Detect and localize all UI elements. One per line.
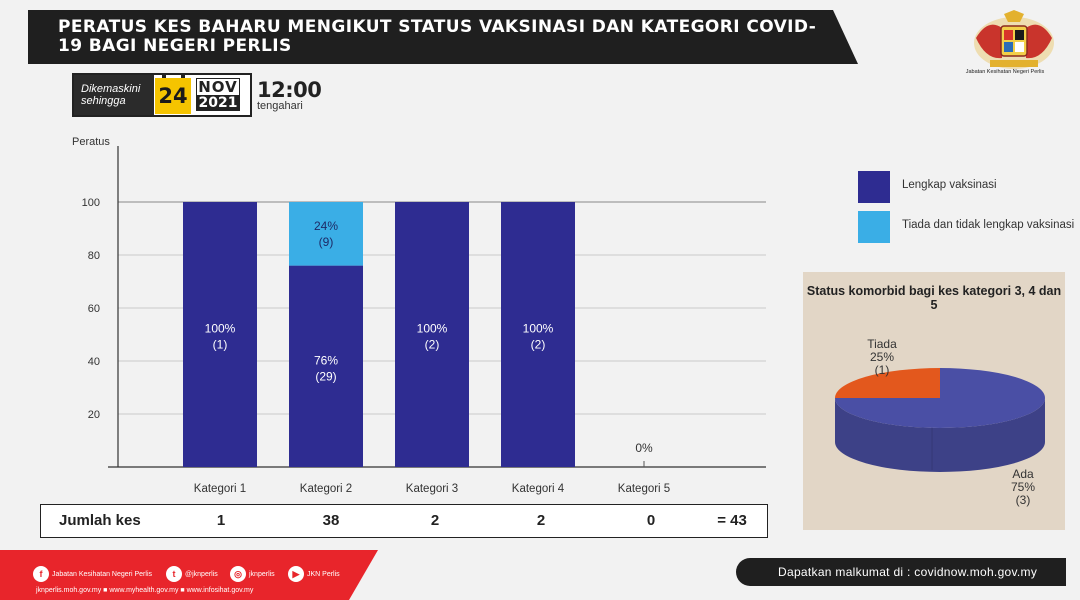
date-year: 2021: [196, 95, 240, 111]
social-facebook[interactable]: f Jabatan Kesihatan Negeri Perlis: [33, 566, 152, 582]
pie-slice-tiada: [835, 368, 940, 398]
bar-value-label: 100%: [417, 322, 448, 336]
bar-count-label: (1): [213, 338, 228, 352]
bar-count-label: (2): [531, 338, 546, 352]
bar-count-label: (2): [425, 338, 440, 352]
instagram-icon: ◎: [230, 566, 246, 582]
legend-swatch: [858, 171, 890, 203]
date-month-year: NOV 2021: [196, 78, 240, 111]
pie-chart: [835, 368, 1045, 472]
pie-label-tiada: Tiada 25% (1): [855, 338, 909, 377]
social-label: jknperlis: [249, 570, 275, 578]
bar-value-label: 100%: [523, 322, 554, 336]
bar-lengkap: [501, 202, 575, 467]
pie-side-ada: [835, 398, 1045, 472]
x-tick-label: Kategori 1: [194, 483, 246, 495]
bar-count-label: (29): [315, 369, 336, 383]
bar-value-label: 76%: [314, 353, 338, 367]
totals-row: Jumlah kes 1 38 2 2 0 = 43: [40, 504, 768, 538]
x-tick-label: Kategori 5: [618, 483, 670, 495]
covidnow-link[interactable]: Dapatkan malkumat di : covidnow.moh.gov.…: [736, 558, 1066, 586]
bar-value-label: 24%: [314, 219, 338, 233]
pie-slice-percent: 75%: [1010, 480, 1036, 494]
pie-label-ada: Ada 75% (3): [996, 468, 1050, 507]
y-tick-label: 80: [88, 250, 100, 262]
update-time: 12:00: [257, 78, 322, 102]
social-instagram[interactable]: ◎ jknperlis: [230, 566, 275, 582]
comorbid-panel: Status komorbid bagi kes kategori 3, 4 d…: [803, 272, 1065, 530]
y-tick-label: 100: [82, 197, 100, 209]
grand-total: = 43: [717, 512, 747, 529]
bar-lengkap: [289, 265, 363, 467]
footer-links[interactable]: jknperlis.moh.gov.my ■ www.myhealth.gov.…: [36, 587, 254, 594]
date-day: 24: [155, 78, 191, 114]
coat-of-arms-logo: [974, 10, 1054, 69]
pie-slice-percent: 25%: [869, 350, 895, 364]
bar-tiada: [289, 202, 363, 266]
calendar-ring-icon: [181, 73, 185, 81]
bar-lengkap: [395, 202, 469, 467]
footer-social-banner: [0, 550, 378, 600]
totals-label: Jumlah kes: [59, 512, 141, 529]
bar-count-label: (9): [319, 235, 334, 249]
y-tick-label: 20: [88, 409, 100, 421]
legend-item-lengkap: Lengkap vaksinasi: [858, 171, 1080, 203]
legend-swatch: [858, 211, 890, 243]
bar-lengkap: [183, 202, 257, 467]
x-tick-label: Kategori 2: [300, 483, 352, 495]
social-label: JKN Perlis: [307, 570, 340, 578]
social-label: @jknperlis: [185, 570, 218, 578]
bar-chart: Peratus 20 40 60 80 100 100% (1) Kategori 1 76% (2…: [72, 136, 766, 495]
facebook-icon: f: [33, 566, 49, 582]
logo-caption: Jabatan Kesihatan Negeri Perlis: [965, 69, 1045, 75]
y-axis-label: Peratus: [72, 136, 110, 148]
total-kategori-4: 2: [536, 512, 546, 529]
pie-slice-ada: [835, 368, 1045, 428]
x-tick-label: Kategori 3: [406, 483, 458, 495]
y-tick-label: 40: [88, 356, 100, 368]
bar-value-label: 0%: [635, 441, 653, 455]
pie-slice-name: Tiada: [867, 337, 897, 351]
social-twitter[interactable]: t @jknperlis: [166, 566, 218, 582]
twitter-icon: t: [166, 566, 182, 582]
social-youtube[interactable]: ▶ JKN Perlis: [288, 566, 340, 582]
legend-item-tiada: Tiada dan tidak lengkap vaksinasi: [858, 211, 1080, 243]
pie-slice-name: Ada: [1012, 467, 1034, 481]
total-kategori-5: 0: [646, 512, 656, 529]
total-kategori-2: 38: [322, 512, 340, 529]
calendar-ring-icon: [162, 73, 166, 81]
bar-value-label: 100%: [205, 322, 236, 336]
date-month: NOV: [196, 78, 240, 95]
legend-label: Lengkap vaksinasi: [902, 179, 997, 191]
youtube-icon: ▶: [288, 566, 304, 582]
pie-slice-count: (1): [874, 363, 890, 377]
date-label: Dikemaskini sehingga: [74, 75, 154, 115]
page-title: PERATUS KES BAHARU MENGIKUT STATUS VAKSI…: [58, 17, 817, 56]
total-kategori-1: 1: [216, 512, 226, 529]
title-banner: [28, 10, 858, 64]
pie-slice-count: (3): [1015, 493, 1031, 507]
x-tick-label: Kategori 4: [512, 483, 565, 495]
update-time-label: tengahari: [257, 100, 303, 112]
total-kategori-3: 2: [430, 512, 440, 529]
legend-label: Tiada dan tidak lengkap vaksinasi: [902, 219, 1075, 231]
pie-title: Status komorbid bagi kes kategori 3, 4 d…: [806, 284, 1062, 312]
social-label: Jabatan Kesihatan Negeri Perlis: [52, 570, 153, 578]
y-tick-label: 60: [88, 303, 100, 315]
